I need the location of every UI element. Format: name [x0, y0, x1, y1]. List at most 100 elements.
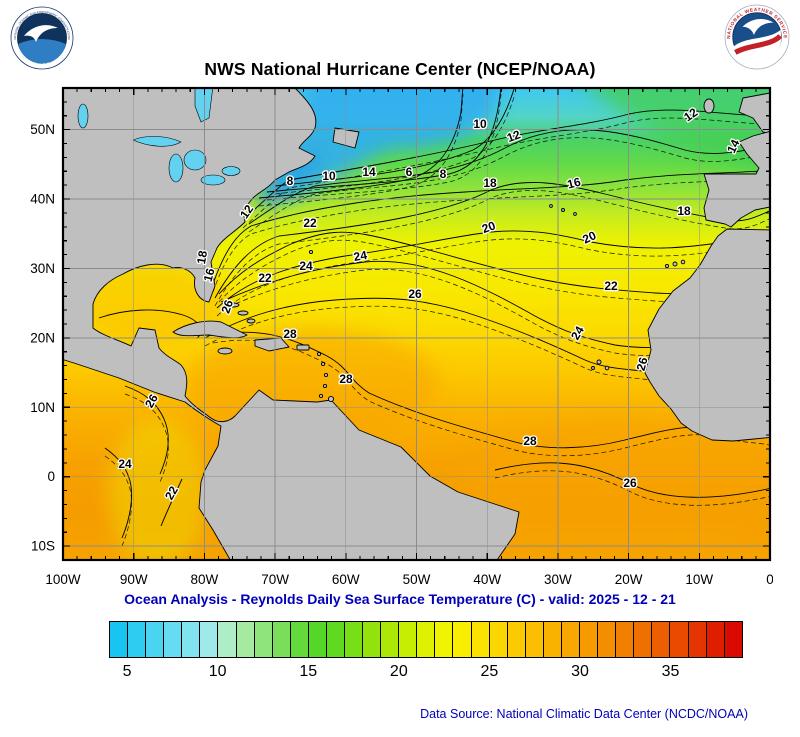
- james-bay: [194, 88, 214, 123]
- colorbar-cell: [651, 622, 670, 657]
- page-title: NWS National Hurricane Center (NCEP/NOAA…: [204, 59, 596, 79]
- colorbar-cell: [199, 622, 218, 657]
- inland-water: [77, 88, 241, 186]
- contour-label: 16: [566, 175, 583, 192]
- graticule-grid: [63, 88, 770, 560]
- colorbar-cell: [344, 622, 363, 657]
- noaa-bird-icon: [24, 25, 58, 42]
- colorbar-cell: [470, 622, 489, 657]
- lake-ontario: [221, 166, 241, 176]
- colorbar-tick-label: 30: [571, 663, 589, 680]
- colorbar-tick-label: 35: [661, 663, 680, 680]
- lake-erie: [200, 174, 226, 186]
- lon-tick-label: 90W: [120, 572, 148, 587]
- lake-superior: [132, 136, 182, 147]
- contour-label: 8: [440, 167, 447, 181]
- lon-tick-label: 20W: [615, 572, 643, 587]
- colorbar-tick-label: 10: [208, 663, 227, 680]
- lat-tick-label: 10N: [30, 400, 55, 415]
- land: [63, 88, 770, 560]
- contour-label: 24: [299, 259, 313, 273]
- colorbar-cell: [145, 622, 164, 657]
- bahamas-islands: [226, 302, 256, 324]
- contour-label: 28: [283, 327, 297, 341]
- colorbar-cell: [723, 622, 742, 657]
- map-caption: Ocean Analysis - Reynolds Daily Sea Surf…: [124, 591, 676, 607]
- data-source-credit: Data Source: National Climatic Data Cent…: [420, 707, 748, 721]
- colorbar-cell: [452, 622, 471, 657]
- noaa-logo: NATIONAL OCEANIC AND ATMOSPHERIC ADMINIS…: [10, 6, 74, 70]
- colorbar-cell: [271, 622, 290, 657]
- colorbar-cell: [687, 622, 706, 657]
- lesser-antilles-islands: [316, 351, 335, 403]
- colorbar-cell: [289, 622, 308, 657]
- colorbar-cell: [560, 622, 580, 657]
- nws-bird-icon: [742, 18, 774, 35]
- colorbar-cell: [362, 622, 381, 657]
- colorbar-tick-labels: 5 10 15 20 25 30 35: [109, 658, 743, 688]
- puerto-rico-island: [296, 344, 310, 351]
- colorbar-cell: [633, 622, 652, 657]
- lake-winnipeg: [77, 103, 89, 129]
- ireland-island: [703, 98, 715, 114]
- contour-label: 20: [480, 218, 498, 236]
- africa-landmass: [644, 228, 770, 442]
- colorbar-tick-label: 5: [122, 663, 132, 680]
- map-frame: [61, 86, 772, 562]
- lake-michigan: [168, 153, 184, 183]
- lon-tick-label: 10W: [685, 572, 713, 587]
- colorbar-cell: [705, 622, 724, 657]
- contour-label: 26: [218, 298, 236, 316]
- contour-label: 26: [408, 287, 422, 301]
- nws-logo: NATIONAL WEATHER SERVICE: [724, 4, 790, 70]
- contour-label: 22: [604, 279, 618, 293]
- colorbar-cell: [542, 622, 561, 657]
- colorbar-cell: [488, 622, 507, 657]
- lon-tick-label: 100W: [45, 572, 81, 587]
- colorbar-cell: [307, 622, 326, 657]
- contour-label: 8: [287, 174, 294, 188]
- hispaniola-island: [254, 337, 290, 352]
- contour-label: 10: [322, 169, 336, 183]
- lon-tick-label: 30W: [544, 572, 572, 587]
- colorbar-cell: [163, 622, 182, 657]
- colorbar-cell: [506, 622, 525, 657]
- axis-labels: 100W 90W 80W 70W 60W 50W 40W 30W 20W 10W 0 10S 0 10N 2…: [30, 122, 773, 587]
- lon-tick-label: 70W: [261, 572, 289, 587]
- colorbar-cell: [181, 622, 200, 657]
- contour-label: 14: [362, 165, 376, 179]
- americas-landmass: [63, 88, 520, 560]
- colorbar-tick-label: 25: [480, 663, 499, 680]
- contour-label: 22: [303, 216, 317, 230]
- contour-label: 24: [118, 457, 132, 471]
- contour-label: 28: [339, 372, 353, 386]
- lat-tick-label: 40N: [30, 192, 55, 207]
- colorbar-cell: [597, 622, 616, 657]
- lat-tick-label: 0: [47, 469, 55, 484]
- lon-tick-label: 0: [766, 572, 773, 587]
- colorbar-cell: [325, 622, 345, 657]
- lon-tick-label: 40W: [473, 572, 501, 587]
- lat-tick-label: 30N: [30, 261, 55, 276]
- contour-label: 16: [201, 266, 218, 283]
- contour-label: 26: [623, 476, 637, 490]
- contour-label: 18: [194, 249, 210, 265]
- jamaica-island: [217, 347, 233, 355]
- colorbar-cell: [669, 622, 688, 657]
- colorbar: 5 10 15 20 25 30 35: [109, 621, 743, 688]
- lat-tick-label: 10S: [31, 539, 55, 554]
- colorbar-tick-label: 15: [299, 663, 318, 680]
- contour-label: 26: [634, 355, 651, 372]
- contour-label: 12: [505, 127, 523, 145]
- lat-tick-label: 20N: [30, 330, 55, 345]
- colorbar-tick-label: 20: [389, 663, 408, 680]
- colorbar-cell: [398, 622, 417, 657]
- atlantic-small-islands: [308, 204, 686, 371]
- contour-label: 24: [353, 248, 369, 264]
- colorbar-cell: [217, 622, 236, 657]
- lon-tick-label: 60W: [332, 572, 360, 587]
- colorbar-cells: [109, 621, 743, 658]
- lat-tick-label: 50N: [30, 122, 55, 137]
- colorbar-cell: [579, 622, 598, 657]
- contour-label: 18: [483, 176, 497, 190]
